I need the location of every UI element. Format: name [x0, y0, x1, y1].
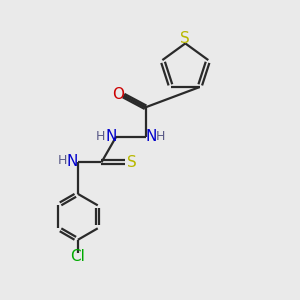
- Text: Cl: Cl: [70, 249, 85, 264]
- Text: H: H: [58, 154, 67, 167]
- Text: S: S: [181, 32, 190, 46]
- Text: H: H: [96, 130, 106, 143]
- Text: N: N: [67, 154, 78, 169]
- Text: S: S: [127, 155, 136, 170]
- Text: N: N: [145, 129, 157, 144]
- Text: O: O: [112, 87, 124, 102]
- Text: N: N: [105, 129, 116, 144]
- Text: H: H: [156, 130, 166, 143]
